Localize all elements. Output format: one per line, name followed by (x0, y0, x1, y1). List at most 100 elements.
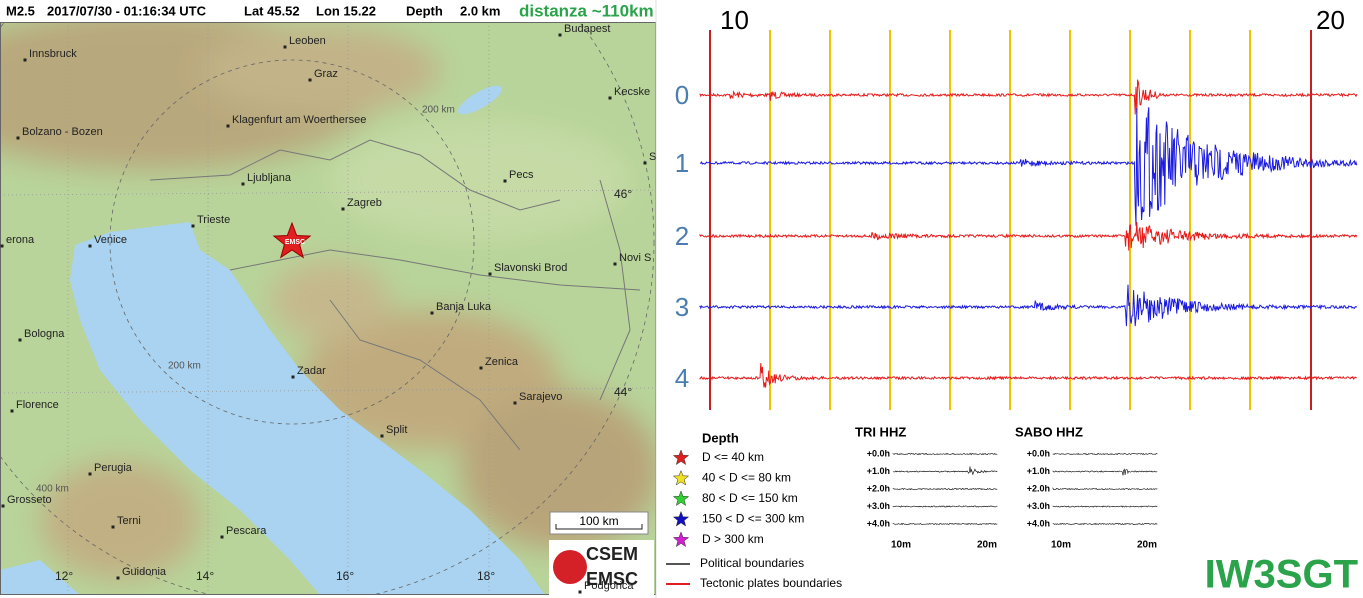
magnitude: M2.5 (6, 3, 35, 18)
city-label: Perugia (94, 462, 133, 474)
city-dot (613, 262, 617, 266)
city-dot (291, 375, 295, 379)
city-dot (220, 535, 224, 539)
city-label: Split (386, 424, 407, 436)
trace (699, 363, 1357, 388)
station: IW3SGT (1205, 553, 1358, 597)
city-label: Pecs (509, 169, 534, 181)
distance: distanza ~110km (519, 1, 654, 20)
trace (699, 221, 1358, 251)
city-label: Slavonski Brod (494, 262, 567, 274)
city-label: Zenica (485, 356, 519, 368)
city-dot (643, 161, 647, 165)
row-label: 1 (675, 148, 689, 178)
row-label: 3 (675, 292, 689, 322)
city-dot (558, 33, 562, 37)
panel-row-label: +3.0h (1027, 501, 1050, 511)
legend-star (672, 531, 690, 548)
scale-label: 100 km (579, 514, 618, 528)
city-dot (488, 272, 492, 276)
ring-label: 400 km (36, 484, 69, 495)
city-label: Ljubljana (247, 172, 292, 184)
city-label: Zadar (297, 365, 326, 377)
trace (699, 79, 1358, 115)
trace (699, 107, 1358, 226)
legend-star (672, 510, 690, 527)
city-label: Graz (314, 68, 338, 80)
legend-star (672, 490, 690, 507)
city-dot (380, 434, 384, 438)
city-label: Sarajevo (519, 391, 562, 403)
lat-label: 46° (614, 187, 632, 201)
row-label: 0 (675, 80, 689, 110)
city-dot (88, 472, 92, 476)
legend-line: Tectonic plates boundaries (700, 576, 842, 590)
legend-item: 80 < D <= 150 km (702, 491, 798, 505)
panel-row-label: +4.0h (867, 518, 890, 528)
panel-row-label: +3.0h (867, 501, 890, 511)
city-label: Banja Luka (436, 301, 492, 313)
logo-text: EMSC (586, 569, 638, 589)
logo-mark (553, 550, 587, 584)
city-dot (503, 179, 507, 183)
lon-label: 18° (477, 569, 495, 583)
logo-text: CSEM (586, 544, 638, 564)
panel-x-label: 10m (1051, 540, 1071, 551)
legend-item: 150 < D <= 300 km (702, 512, 804, 526)
panel-trace (892, 487, 998, 491)
city-label: Venice (94, 234, 127, 246)
ring-label: 200 km (422, 105, 455, 116)
lon-label: 14° (196, 569, 214, 583)
lon-label: 12° (55, 569, 73, 583)
city-label: Bolzano - Bozen (22, 126, 103, 138)
city-label: S (649, 151, 656, 163)
city-dot (308, 78, 312, 82)
panel-trace (1052, 468, 1158, 476)
panel-row-label: +4.0h (1027, 518, 1050, 528)
city-dot (1, 504, 5, 508)
city-dot (283, 45, 287, 49)
lon-label: 16° (336, 569, 354, 583)
city-label: Klagenfurt am Woerthersee (232, 114, 366, 126)
city-label: Novi S (619, 252, 651, 264)
city-label: Kecske (614, 86, 650, 98)
epicenter-label: EMSC (285, 239, 305, 246)
lat-label: 44° (614, 385, 632, 399)
panel-row-label: +2.0h (1027, 483, 1050, 493)
city-dot (341, 207, 345, 211)
city-label: Bologna (24, 328, 65, 340)
city-dot (430, 311, 434, 315)
time-label: 20 (1316, 5, 1345, 35)
panel-trace (1052, 487, 1158, 491)
city-dot (578, 590, 582, 594)
city-dot (88, 244, 92, 248)
panel-row-label: +0.0h (867, 448, 890, 458)
legend-star (672, 449, 690, 466)
city-dot (513, 401, 517, 405)
city-label: Budapest (564, 23, 610, 35)
trace (699, 284, 1358, 327)
city-dot (241, 182, 245, 186)
ring-label: 200 km (168, 361, 201, 372)
city-dot (608, 96, 612, 100)
city-dot (23, 58, 27, 62)
panel-trace (892, 466, 998, 475)
datetime: 2017/07/30 - 01:16:34 UTC (47, 3, 207, 18)
city-label: Guidonia (122, 566, 167, 578)
city-label: Grosseto (7, 494, 52, 506)
city-dot (111, 525, 115, 529)
legend-star (672, 469, 690, 486)
depth-label: Depth (406, 3, 443, 18)
legend-item: 40 < D <= 80 km (702, 471, 791, 485)
panel-trace (1052, 452, 1158, 456)
panel-title: SABO HHZ (1015, 424, 1083, 439)
panel-trace (892, 452, 998, 456)
city-dot (0, 244, 4, 248)
panel-trace (1052, 522, 1158, 526)
legend-item: D <= 40 km (702, 450, 764, 464)
sea (70, 222, 545, 595)
panel-x-label: 10m (891, 540, 911, 551)
city-dot (479, 366, 483, 370)
depth: 2.0 km (460, 3, 500, 18)
